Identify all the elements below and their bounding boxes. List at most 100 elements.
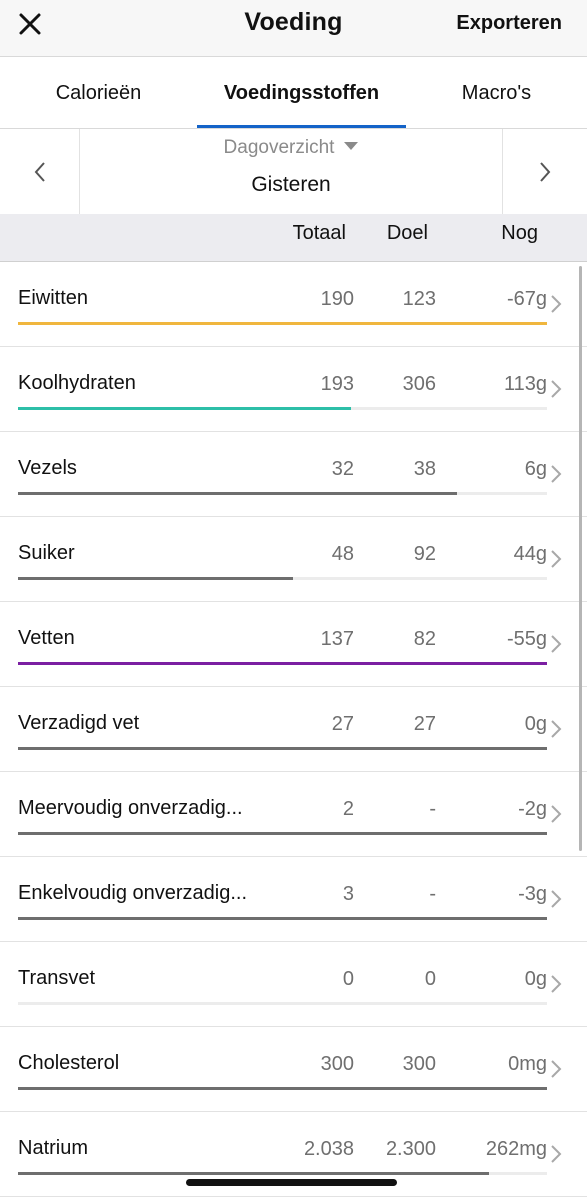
progress-track: [18, 917, 547, 920]
nutrient-row[interactable]: Koolhydraten 193 306 113g: [0, 347, 587, 432]
previous-day-button[interactable]: [0, 129, 80, 214]
chevron-right-icon: [551, 1145, 562, 1163]
nutrient-name: Enkelvoudig onverzadig...: [18, 882, 248, 904]
close-icon[interactable]: [18, 12, 42, 36]
export-button[interactable]: Exporteren: [456, 12, 562, 34]
nutrient-total: 300: [320, 1053, 354, 1075]
active-tab-indicator: [197, 125, 406, 128]
home-indicator[interactable]: [186, 1179, 397, 1186]
nutrient-name: Verzadigd vet: [18, 712, 140, 734]
nutrient-name: Transvet: [18, 967, 96, 989]
chevron-right-icon: [551, 380, 562, 398]
nutrient-goal: 92: [413, 543, 436, 565]
nutrient-name: Suiker: [18, 542, 75, 564]
progress-fill: [18, 747, 547, 750]
nutrient-name: Cholesterol: [18, 1052, 120, 1074]
progress-fill: [18, 407, 352, 410]
progress-track: [18, 577, 547, 580]
progress-track: [18, 492, 547, 495]
nutrient-list[interactable]: Eiwitten 190 123 -67g Koolhydraten 193 306 113g…: [0, 262, 587, 1200]
nutrient-goal: -: [429, 798, 436, 820]
nutrient-row[interactable]: Suiker 48 92 44g: [0, 517, 587, 602]
nutrient-row[interactable]: Cholesterol 300 300 0mg: [0, 1027, 587, 1112]
chevron-right-icon: [551, 635, 562, 653]
nutrient-goal: 82: [413, 628, 436, 650]
nutrient-total: 32: [331, 458, 354, 480]
tab-nutrients[interactable]: Voedingsstoffen: [223, 82, 380, 104]
nutrient-name: Eiwitten: [18, 287, 89, 309]
nutrient-row[interactable]: Verzadigd vet 27 27 0g: [0, 687, 587, 772]
chevron-right-icon: [551, 720, 562, 738]
progress-track: [18, 1172, 547, 1175]
progress-track: [18, 1002, 547, 1005]
progress-fill: [18, 1087, 547, 1090]
nutrient-goal: 306: [402, 373, 436, 395]
progress-fill: [18, 577, 294, 580]
nutrient-remaining: 262mg: [485, 1138, 547, 1160]
nutrient-goal: 123: [402, 288, 436, 310]
column-total: Totaal: [292, 222, 346, 244]
nutrient-total: 193: [320, 373, 354, 395]
progress-fill: [18, 1172, 489, 1175]
chevron-right-icon: [551, 465, 562, 483]
top-bar: Voeding Exporteren: [0, 0, 587, 57]
nutrient-remaining: 0g: [524, 968, 547, 990]
nutrient-total: 2.038: [303, 1138, 354, 1160]
nutrient-row[interactable]: Vetten 137 82 -55g: [0, 602, 587, 687]
progress-fill: [18, 662, 547, 665]
nutrient-remaining: -55g: [506, 628, 547, 650]
page-title: Voeding: [244, 8, 343, 36]
nutrient-row[interactable]: Vezels 32 38 6g: [0, 432, 587, 517]
close-button[interactable]: [12, 6, 48, 42]
day-mode-dropdown[interactable]: Dagoverzicht: [80, 137, 502, 159]
column-remaining: Nog: [501, 222, 538, 244]
nutrient-remaining: -3g: [518, 883, 547, 905]
nutrient-goal: 300: [402, 1053, 436, 1075]
chevron-right-icon: [551, 890, 562, 908]
nutrient-row[interactable]: Natrium 2.038 2.300 262mg: [0, 1112, 587, 1197]
nutrient-goal: 27: [413, 713, 436, 735]
progress-fill: [18, 492, 458, 495]
nutrient-total: 48: [331, 543, 354, 565]
nutrient-remaining: 0mg: [508, 1053, 547, 1075]
progress-track: [18, 1087, 547, 1090]
nutrient-name: Vetten: [18, 627, 75, 649]
tab-macros[interactable]: Macro's: [461, 82, 532, 104]
nutrient-goal: -: [429, 883, 436, 905]
nutrient-row[interactable]: Transvet 0 0 0g: [0, 942, 587, 1027]
chevron-left-icon[interactable]: [33, 161, 47, 183]
progress-fill: [18, 322, 547, 325]
chevron-right-icon: [551, 550, 562, 568]
nutrient-remaining: 6g: [524, 458, 547, 480]
nutrient-goal: 38: [413, 458, 436, 480]
nutrient-goal: 2.300: [385, 1138, 436, 1160]
nutrient-total: 137: [320, 628, 354, 650]
progress-track: [18, 662, 547, 665]
nutrient-name: Meervoudig onverzadig...: [18, 797, 243, 819]
selected-day: Gisteren: [251, 173, 331, 196]
nutrient-remaining: 0g: [524, 713, 547, 735]
progress-track: [18, 407, 547, 410]
nutrient-remaining: -2g: [518, 798, 547, 820]
tab-bar: Calorieën Voedingsstoffen Macro's: [0, 57, 587, 129]
nutrient-goal: 0: [424, 968, 436, 990]
scrollbar[interactable]: [579, 266, 582, 851]
chevron-right-icon[interactable]: [538, 161, 552, 183]
nutrient-name: Vezels: [18, 457, 77, 479]
column-header: Totaal Doel Nog: [0, 214, 587, 262]
chevron-right-icon: [551, 295, 562, 313]
nutrient-total: 190: [320, 288, 354, 310]
chevron-right-icon: [551, 1060, 562, 1078]
nutrient-row[interactable]: Enkelvoudig onverzadig... 3 - -3g: [0, 857, 587, 942]
nutrient-row[interactable]: Meervoudig onverzadig... 2 - -2g: [0, 772, 587, 857]
nutrient-row[interactable]: Eiwitten 190 123 -67g: [0, 262, 587, 347]
dropdown-caret-icon: [344, 142, 359, 150]
nutrient-total: 27: [331, 713, 354, 735]
tab-calories[interactable]: Calorieën: [55, 82, 142, 104]
nutrient-total: 3: [342, 883, 354, 905]
progress-fill: [18, 832, 547, 835]
next-day-button[interactable]: [502, 129, 587, 214]
nutrient-remaining: 113g: [503, 373, 547, 395]
nutrient-remaining: -67g: [506, 288, 547, 310]
progress-track: [18, 322, 547, 325]
